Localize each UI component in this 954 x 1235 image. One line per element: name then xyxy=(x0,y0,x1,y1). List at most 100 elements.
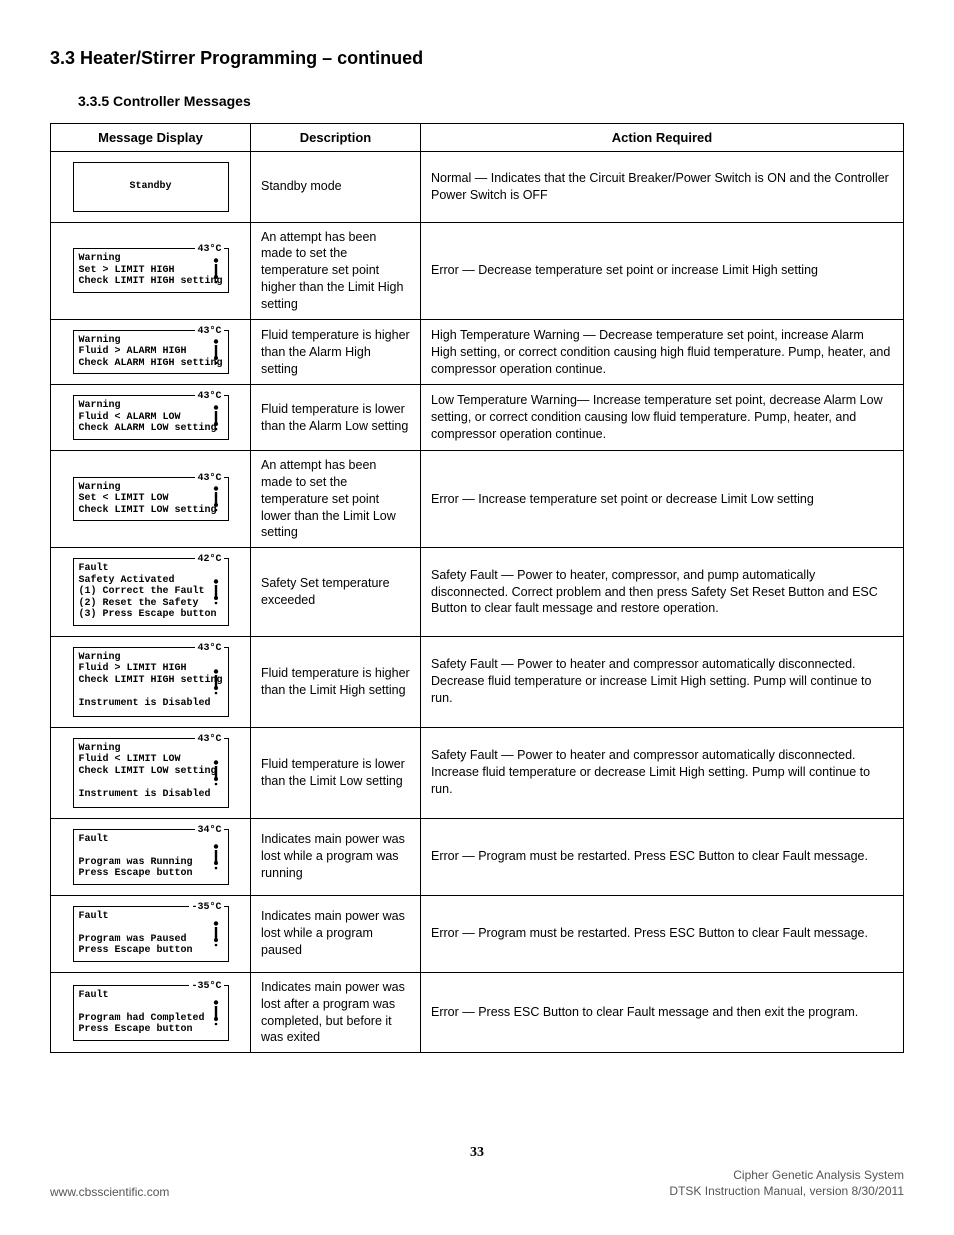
message-display-cell: 43°CWarningSet > LIMIT HIGHCheck LIMIT H… xyxy=(51,222,251,319)
action-required-cell: Error — Press ESC Button to clear Fault … xyxy=(421,972,904,1053)
lcd-temperature: 43°C xyxy=(195,244,223,256)
table-row: 42°CFaultSafety Activated(1) Correct the… xyxy=(51,548,904,637)
footer-url: www.cbsscientific.com xyxy=(50,1185,169,1199)
lcd-display: 43°CWarningFluid < ALARM LOWCheck ALARM … xyxy=(73,395,229,440)
lcd-line: Program had Completed xyxy=(79,1013,223,1025)
description-cell: An attempt has been made to set the temp… xyxy=(251,222,421,319)
lcd-line: Standby xyxy=(79,181,223,193)
thermometer-alert-icon xyxy=(210,486,222,512)
page-footer: www.cbsscientific.com Cipher Genetic Ana… xyxy=(50,1167,904,1199)
lcd-temperature: 43°C xyxy=(195,473,223,485)
lcd-line: Safety Activated xyxy=(79,575,223,587)
lcd-line: Press Escape button xyxy=(79,1024,223,1036)
lcd-line xyxy=(79,1001,223,1013)
footer-product-name: Cipher Genetic Analysis System xyxy=(669,1167,904,1183)
lcd-display: 43°CWarningFluid < LIMIT LOWCheck LIMIT … xyxy=(73,738,229,808)
lcd-line: Set < LIMIT LOW xyxy=(79,493,223,505)
description-cell: Fluid temperature is higher than the Ala… xyxy=(251,319,421,385)
lcd-line: Instrument is Disabled xyxy=(79,789,223,801)
lcd-display: 43°CWarningFluid > ALARM HIGHCheck ALARM… xyxy=(73,330,229,375)
description-cell: Indicates main power was lost while a pr… xyxy=(251,818,421,895)
lcd-line: Check LIMIT HIGH setting xyxy=(79,675,223,687)
thermometer-alert-icon xyxy=(210,258,222,284)
thermometer-alert-icon xyxy=(210,339,222,365)
thermometer-alert-icon xyxy=(210,579,222,605)
col-header-action: Action Required xyxy=(421,124,904,152)
lcd-temperature: 43°C xyxy=(195,734,223,746)
lcd-line: (2) Reset the Safety xyxy=(79,598,223,610)
thermometer-alert-icon xyxy=(210,760,222,786)
action-required-cell: Error — Program must be restarted. Press… xyxy=(421,895,904,972)
col-header-message: Message Display xyxy=(51,124,251,152)
message-display-cell: 42°CFaultSafety Activated(1) Correct the… xyxy=(51,548,251,637)
action-required-cell: Error — Decrease temperature set point o… xyxy=(421,222,904,319)
lcd-line xyxy=(79,686,223,698)
thermometer-alert-icon xyxy=(210,921,222,947)
thermometer-alert-icon xyxy=(210,844,222,870)
lcd-temperature: 42°C xyxy=(195,554,223,566)
thermometer-alert-icon xyxy=(210,1000,222,1026)
action-required-cell: Safety Fault — Power to heater and compr… xyxy=(421,727,904,818)
lcd-line xyxy=(79,777,223,789)
lcd-line: Set > LIMIT HIGH xyxy=(79,265,223,277)
lcd-display: -35°CFault Program had CompletedPress Es… xyxy=(73,985,229,1041)
lcd-line: Fluid < ALARM LOW xyxy=(79,412,223,424)
table-row: Standby Standby modeNormal — Indicates th… xyxy=(51,152,904,223)
description-cell: Safety Set temperature exceeded xyxy=(251,548,421,637)
lcd-display: 43°CWarningFluid > LIMIT HIGHCheck LIMIT… xyxy=(73,647,229,717)
description-cell: Standby mode xyxy=(251,152,421,223)
lcd-line: Check LIMIT LOW setting xyxy=(79,505,223,517)
action-required-cell: Normal — Indicates that the Circuit Brea… xyxy=(421,152,904,223)
page-number: 33 xyxy=(0,1145,954,1161)
lcd-display: 43°CWarningSet > LIMIT HIGHCheck LIMIT H… xyxy=(73,248,229,293)
description-cell: Fluid temperature is lower than the Alar… xyxy=(251,385,421,451)
lcd-line: (3) Press Escape button xyxy=(79,609,223,621)
lcd-line xyxy=(79,922,223,934)
lcd-line: Check LIMIT HIGH setting xyxy=(79,276,223,288)
lcd-line: Check ALARM HIGH setting xyxy=(79,358,223,370)
lcd-line: Press Escape button xyxy=(79,945,223,957)
section-heading: 3.3 Heater/Stirrer Programming – continu… xyxy=(50,48,904,69)
table-row: 43°CWarningSet > LIMIT HIGHCheck LIMIT H… xyxy=(51,222,904,319)
lcd-line xyxy=(79,845,223,857)
message-display-cell: 34°CFault Program was RunningPress Escap… xyxy=(51,818,251,895)
table-row: 43°CWarningFluid < ALARM LOWCheck ALARM … xyxy=(51,385,904,451)
description-cell: Fluid temperature is lower than the Limi… xyxy=(251,727,421,818)
action-required-cell: Safety Fault — Power to heater, compress… xyxy=(421,548,904,637)
lcd-line: Check ALARM LOW setting xyxy=(79,423,223,435)
table-row: 34°CFault Program was RunningPress Escap… xyxy=(51,818,904,895)
message-display-cell: -35°CFault Program had CompletedPress Es… xyxy=(51,972,251,1053)
thermometer-alert-icon xyxy=(210,669,222,695)
table-row: -35°CFault Program was PausedPress Escap… xyxy=(51,895,904,972)
lcd-temperature: 43°C xyxy=(195,643,223,655)
message-display-cell: 43°CWarningFluid < LIMIT LOWCheck LIMIT … xyxy=(51,727,251,818)
message-display-cell: -35°CFault Program was PausedPress Escap… xyxy=(51,895,251,972)
table-row: 43°CWarningFluid > LIMIT HIGHCheck LIMIT… xyxy=(51,636,904,727)
lcd-display: 42°CFaultSafety Activated(1) Correct the… xyxy=(73,558,229,626)
message-display-cell: 43°CWarningFluid > LIMIT HIGHCheck LIMIT… xyxy=(51,636,251,727)
action-required-cell: Safety Fault — Power to heater and compr… xyxy=(421,636,904,727)
lcd-line: Fluid < LIMIT LOW xyxy=(79,754,223,766)
action-required-cell: Error — Increase temperature set point o… xyxy=(421,450,904,547)
col-header-description: Description xyxy=(251,124,421,152)
description-cell: An attempt has been made to set the temp… xyxy=(251,450,421,547)
lcd-line: Program was Running xyxy=(79,857,223,869)
lcd-line: Check LIMIT LOW setting xyxy=(79,766,223,778)
lcd-line: Fluid > ALARM HIGH xyxy=(79,346,223,358)
lcd-display: 34°CFault Program was RunningPress Escap… xyxy=(73,829,229,885)
message-display-cell: 43°CWarningFluid < ALARM LOWCheck ALARM … xyxy=(51,385,251,451)
table-row: 43°CWarningFluid > ALARM HIGHCheck ALARM… xyxy=(51,319,904,385)
lcd-display: Standby xyxy=(73,162,229,212)
table-row: 43°CWarningFluid < LIMIT LOWCheck LIMIT … xyxy=(51,727,904,818)
lcd-display: -35°CFault Program was PausedPress Escap… xyxy=(73,906,229,962)
lcd-temperature: 34°C xyxy=(195,825,223,837)
action-required-cell: High Temperature Warning — Decrease temp… xyxy=(421,319,904,385)
description-cell: Fluid temperature is higher than the Lim… xyxy=(251,636,421,727)
action-required-cell: Error — Program must be restarted. Press… xyxy=(421,818,904,895)
footer-manual-version: DTSK Instruction Manual, version 8/30/20… xyxy=(669,1183,904,1199)
lcd-line: Program was Paused xyxy=(79,934,223,946)
lcd-temperature: -35°C xyxy=(189,902,223,914)
controller-messages-table: Message Display Description Action Requi… xyxy=(50,123,904,1053)
action-required-cell: Low Temperature Warning— Increase temper… xyxy=(421,385,904,451)
lcd-temperature: 43°C xyxy=(195,391,223,403)
